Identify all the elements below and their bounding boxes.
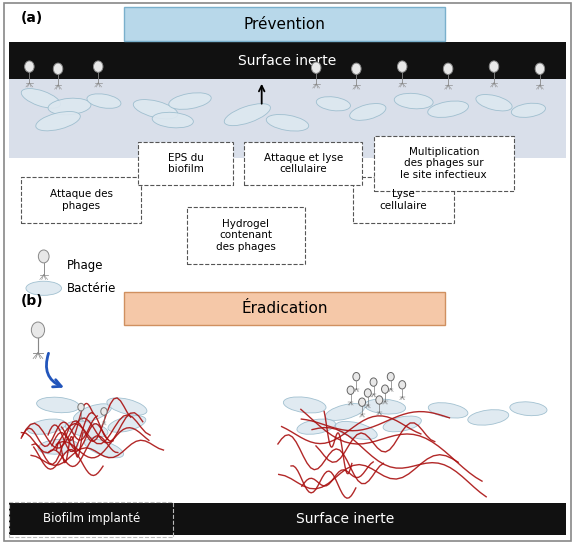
Text: Surface inerte: Surface inerte	[296, 512, 394, 526]
Ellipse shape	[38, 439, 78, 454]
FancyBboxPatch shape	[139, 142, 233, 185]
Ellipse shape	[66, 421, 108, 437]
Ellipse shape	[353, 373, 360, 381]
Text: Lyse
cellulaire: Lyse cellulaire	[380, 189, 427, 211]
Ellipse shape	[443, 63, 453, 75]
Ellipse shape	[428, 101, 469, 118]
Ellipse shape	[312, 62, 321, 73]
Ellipse shape	[397, 61, 407, 72]
Ellipse shape	[297, 419, 335, 434]
Ellipse shape	[37, 397, 79, 413]
Ellipse shape	[78, 403, 84, 411]
Ellipse shape	[32, 322, 45, 338]
Ellipse shape	[87, 94, 121, 108]
Ellipse shape	[335, 422, 377, 440]
Ellipse shape	[382, 385, 389, 393]
Ellipse shape	[94, 61, 103, 72]
Ellipse shape	[383, 416, 421, 432]
Text: Biofilm implanté: Biofilm implanté	[43, 512, 140, 526]
FancyArrowPatch shape	[47, 353, 61, 387]
Ellipse shape	[101, 407, 107, 415]
Ellipse shape	[168, 93, 211, 109]
Ellipse shape	[535, 63, 545, 75]
Ellipse shape	[283, 397, 326, 413]
Text: Éradication: Éradication	[242, 301, 328, 316]
FancyBboxPatch shape	[9, 42, 566, 79]
Ellipse shape	[36, 112, 80, 131]
Ellipse shape	[26, 281, 62, 295]
Text: Multiplication
des phages sur
le site infectieux: Multiplication des phages sur le site in…	[401, 147, 487, 180]
Ellipse shape	[108, 416, 146, 432]
Ellipse shape	[365, 399, 405, 414]
Ellipse shape	[85, 439, 124, 458]
Ellipse shape	[39, 250, 49, 263]
Ellipse shape	[53, 63, 63, 75]
FancyBboxPatch shape	[124, 7, 445, 41]
Ellipse shape	[511, 103, 546, 118]
Text: EPS du
biofilm: EPS du biofilm	[168, 153, 204, 174]
Ellipse shape	[152, 112, 193, 128]
Ellipse shape	[107, 398, 147, 415]
FancyBboxPatch shape	[187, 207, 305, 264]
Ellipse shape	[370, 378, 377, 386]
Ellipse shape	[133, 100, 178, 119]
Ellipse shape	[28, 419, 66, 434]
FancyBboxPatch shape	[3, 3, 572, 541]
Ellipse shape	[468, 410, 509, 425]
Text: (b): (b)	[21, 294, 43, 307]
Text: Bactérie: Bactérie	[67, 282, 116, 295]
Ellipse shape	[25, 61, 34, 72]
Ellipse shape	[376, 396, 383, 404]
Ellipse shape	[398, 381, 406, 389]
Ellipse shape	[351, 63, 361, 75]
FancyBboxPatch shape	[244, 142, 362, 185]
FancyBboxPatch shape	[124, 292, 445, 325]
Text: Prévention: Prévention	[244, 16, 325, 32]
Ellipse shape	[510, 402, 547, 416]
Ellipse shape	[74, 404, 112, 422]
Ellipse shape	[350, 103, 386, 120]
Ellipse shape	[316, 97, 350, 111]
Ellipse shape	[266, 114, 309, 131]
FancyBboxPatch shape	[354, 177, 454, 223]
Ellipse shape	[388, 373, 394, 381]
Ellipse shape	[428, 403, 468, 418]
FancyBboxPatch shape	[21, 177, 141, 223]
FancyBboxPatch shape	[374, 137, 514, 190]
Text: Attaque et lyse
cellulaire: Attaque et lyse cellulaire	[264, 153, 343, 174]
FancyBboxPatch shape	[9, 503, 566, 535]
Text: Surface inerte: Surface inerte	[239, 54, 336, 68]
Text: Hydrogel
contenant
des phages: Hydrogel contenant des phages	[216, 219, 276, 252]
Text: (a): (a)	[21, 11, 43, 26]
Ellipse shape	[476, 95, 512, 111]
Ellipse shape	[21, 89, 60, 108]
Ellipse shape	[365, 389, 371, 397]
Ellipse shape	[224, 104, 270, 126]
Text: Attaque des
phages: Attaque des phages	[49, 189, 113, 211]
Ellipse shape	[48, 98, 91, 115]
Ellipse shape	[325, 404, 365, 421]
Ellipse shape	[489, 61, 499, 72]
Ellipse shape	[347, 386, 354, 394]
Ellipse shape	[359, 398, 366, 406]
Ellipse shape	[394, 94, 433, 109]
FancyBboxPatch shape	[9, 78, 566, 158]
Text: Phage: Phage	[67, 259, 103, 272]
